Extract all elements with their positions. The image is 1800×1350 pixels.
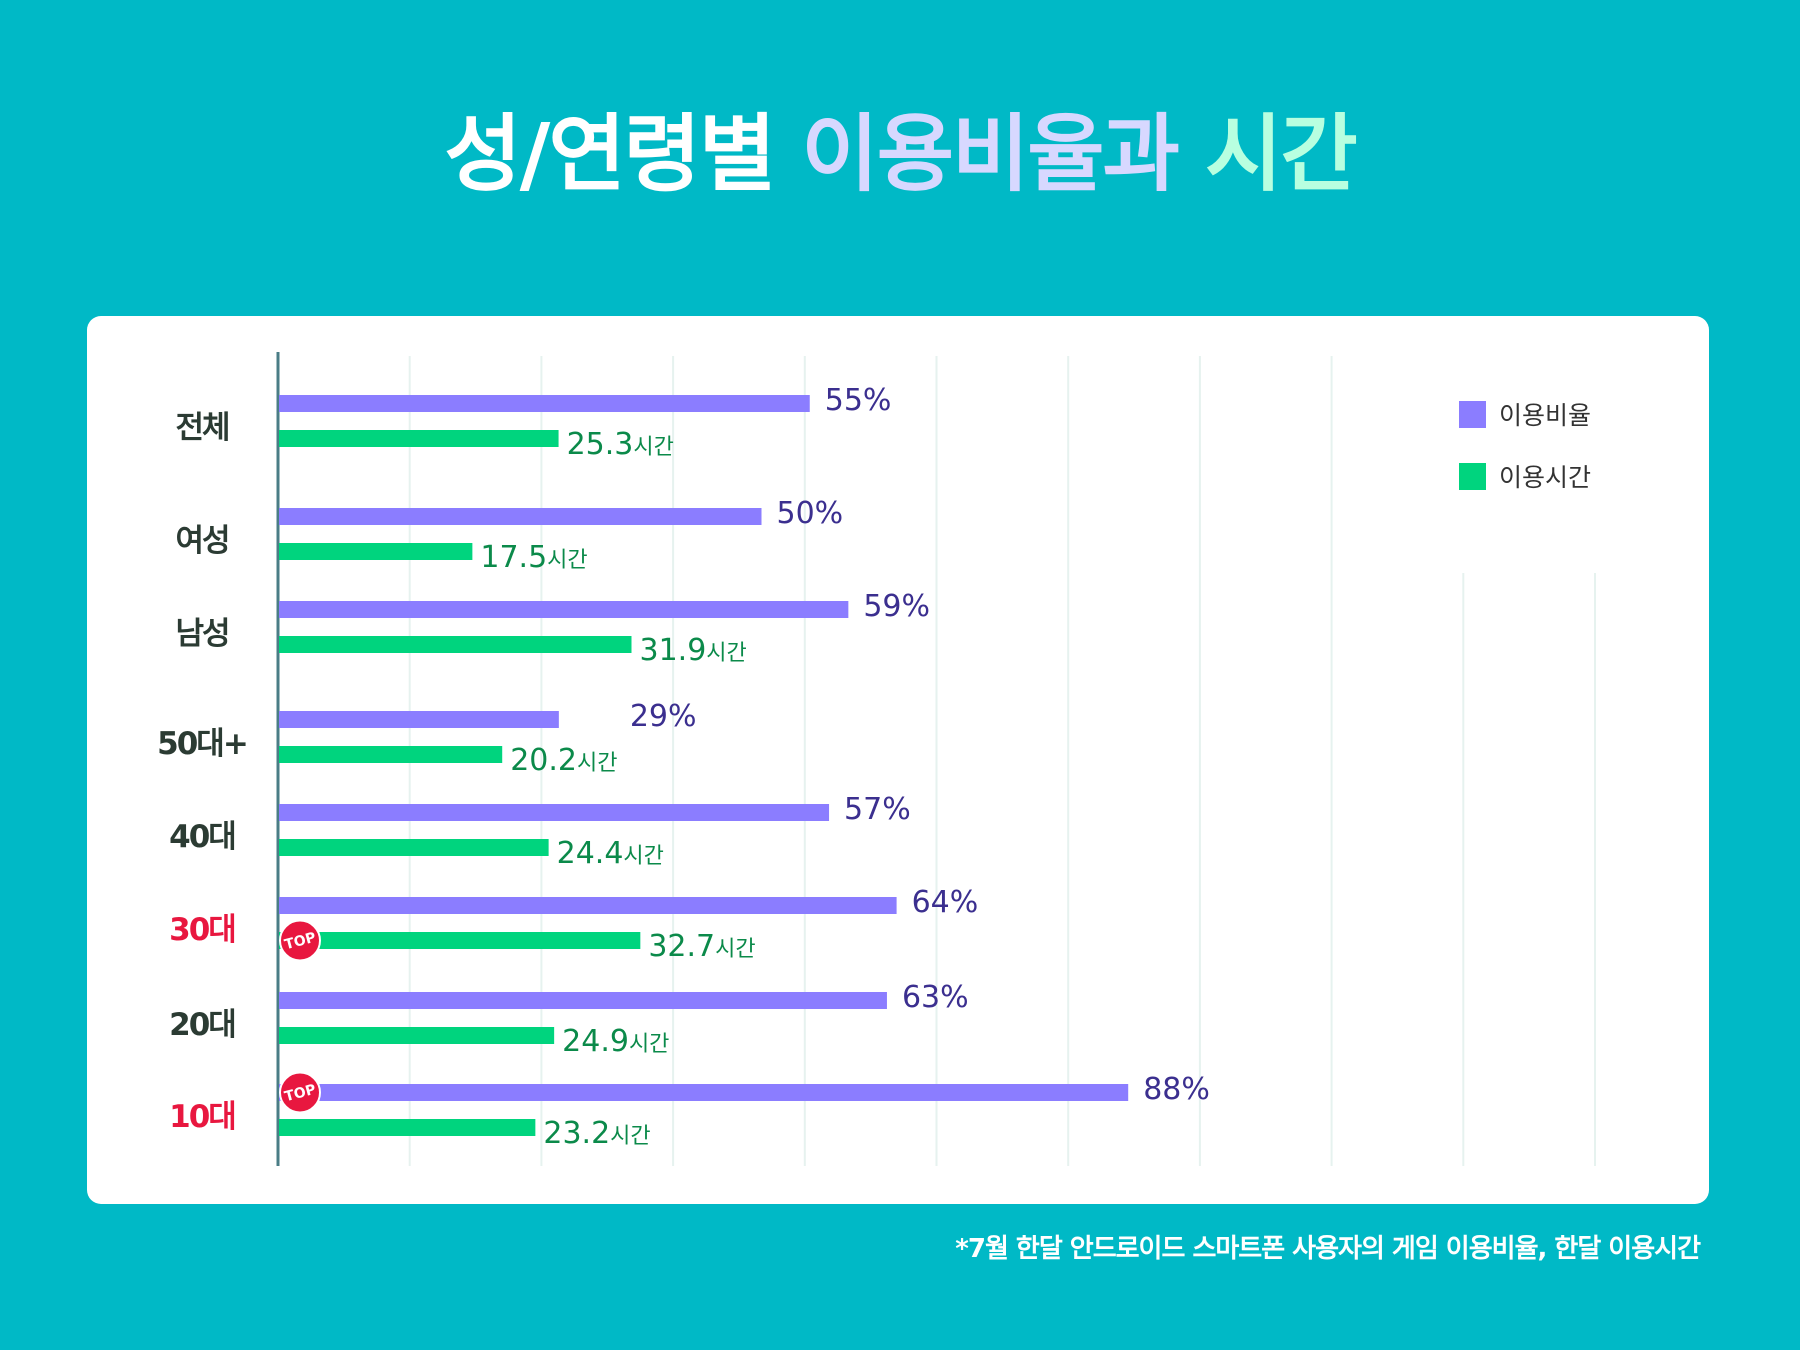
top-badge (279, 1071, 321, 1114)
time-value-label: 25.3시간 (567, 427, 674, 462)
ratio-bar (279, 992, 887, 1009)
time-unit-label: 시간 (547, 548, 587, 573)
time-value-label: 24.4시간 (557, 836, 664, 871)
page-title: 성/연령별 이용비율과 시간 (0, 112, 1800, 196)
ratio-bar (279, 395, 810, 412)
time-unit-label: 시간 (610, 1124, 650, 1149)
time-bar (279, 1119, 536, 1136)
category-label: 10대 (169, 1099, 235, 1135)
category-label: 남성 (175, 616, 228, 652)
ratio-bar (279, 1084, 1129, 1101)
footnote: *7월 한달 안드로이드 스마트폰 사용자의 게임 이용비율, 한달 이용시간 (955, 1234, 1701, 1264)
time-value-label: 23.2시간 (543, 1116, 650, 1151)
category-label: 20대 (169, 1007, 235, 1043)
time-bar (279, 430, 559, 447)
category-label: 여성 (175, 523, 228, 559)
time-unit-label: 시간 (633, 435, 673, 460)
time-bar (279, 636, 632, 653)
category-label: 30대 (169, 912, 235, 948)
legend-label: 이용비율 (1499, 401, 1591, 430)
time-unit-label: 시간 (577, 751, 617, 776)
ratio-bar (279, 711, 559, 728)
time-value-label: 17.5시간 (480, 540, 587, 575)
time-unit-label: 시간 (715, 937, 755, 962)
time-unit-label: 시간 (629, 1032, 669, 1057)
legend-swatch (1459, 463, 1486, 490)
ratio-value-label: 64% (912, 885, 979, 920)
category-label: 50대+ (157, 726, 247, 762)
time-bar (279, 543, 473, 560)
time-bar (279, 839, 549, 856)
ratio-value-label: 55% (825, 383, 892, 418)
legend-swatch (1459, 401, 1486, 428)
top-badge-text: TOP (283, 930, 318, 954)
ratio-bar (279, 601, 849, 618)
time-bar (279, 746, 503, 763)
ratio-value-label: 63% (902, 980, 969, 1015)
category-label: 40대 (169, 819, 235, 855)
ratio-value-label: 59% (863, 589, 930, 624)
ratio-bar (279, 804, 830, 821)
ratio-value-label: 50% (777, 496, 844, 531)
time-value-label: 20.2시간 (510, 743, 617, 778)
time-bar (279, 1027, 555, 1044)
time-value-label: 31.9시간 (639, 633, 746, 668)
time-unit-label: 시간 (623, 844, 663, 869)
top-badge-text: TOP (283, 1082, 318, 1106)
time-value-label: 32.7시간 (648, 929, 755, 964)
ratio-bar (279, 508, 762, 525)
time-unit-label: 시간 (706, 641, 746, 666)
ratio-value-label: 88% (1143, 1072, 1210, 1107)
title-ratio-word: 이용비율과 (801, 105, 1179, 203)
ratio-value-label: 57% (844, 792, 911, 827)
ratio-value-label: 29% (630, 699, 697, 734)
top-badge (279, 919, 321, 962)
title-time-word: 시간 (1205, 105, 1358, 203)
time-bar (279, 932, 641, 949)
time-value-label: 24.9시간 (562, 1024, 669, 1059)
ratio-bar (279, 897, 897, 914)
category-label: 전체 (175, 410, 228, 446)
title-prefix: 성/연령별 (444, 105, 776, 203)
legend-label: 이용시간 (1499, 463, 1591, 492)
